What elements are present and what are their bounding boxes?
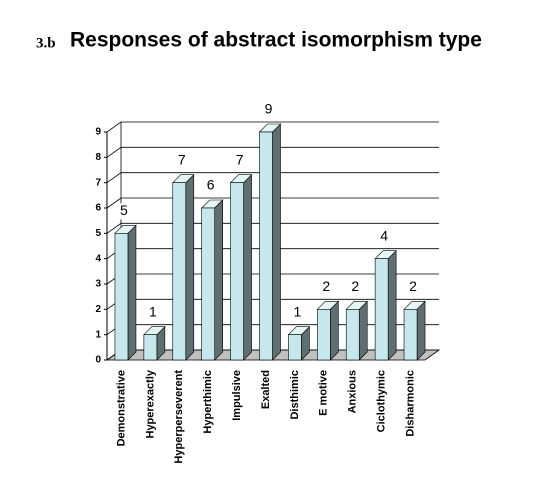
x-tick-label: Hyperperseverent: [173, 370, 185, 464]
value-label-bg: [377, 228, 391, 245]
bar-side: [185, 173, 195, 361]
y-tick-label: 8: [95, 152, 101, 163]
value-label: 1: [149, 303, 157, 319]
y-tick-label: 9: [95, 127, 101, 138]
x-tick-label: Demonstrative: [115, 370, 127, 446]
bar-side: [330, 300, 339, 361]
x-tick-label: Disthimic: [289, 370, 301, 420]
y-tick-label: 4: [95, 253, 101, 264]
value-label: 2: [351, 278, 359, 294]
value-label-bg: [117, 203, 131, 220]
x-tick-label: Hyperthimic: [202, 370, 214, 434]
bar-side: [358, 300, 368, 361]
y-tick-label: 3: [95, 279, 101, 290]
value-label: 7: [236, 151, 244, 167]
bar: [317, 309, 331, 361]
y-tick-label: 5: [95, 228, 101, 239]
x-tick-label: Ciclothymic: [376, 370, 388, 432]
value-label-bg: [406, 279, 420, 296]
y-tick-label: 2: [95, 304, 101, 315]
x-tick-label: E motive: [318, 370, 330, 416]
y-tick-label: 0: [95, 355, 101, 366]
figure-number: 3.b: [36, 35, 56, 51]
x-tick-label: Impulsive: [231, 370, 243, 421]
x-tick-label: Disharmonic: [404, 370, 416, 437]
bar: [201, 207, 215, 361]
value-label-bg: [290, 304, 304, 321]
x-tick-label: Hyperexactly: [144, 369, 156, 438]
bar: [230, 182, 244, 361]
bar-side: [416, 300, 426, 361]
value-label: 9: [265, 101, 273, 117]
value-label-bg: [319, 279, 333, 296]
x-tick-label: Exalted: [260, 370, 272, 409]
grid-line: [106, 197, 439, 209]
value-label: 7: [178, 151, 186, 167]
bar: [374, 258, 389, 361]
grid-line: [106, 222, 439, 234]
bar: [143, 334, 158, 361]
value-label-bg: [146, 304, 160, 321]
y-tick-label: 1: [95, 329, 101, 340]
value-label: 4: [380, 227, 388, 243]
bar: [172, 182, 187, 361]
bar: [345, 309, 360, 361]
bar-side: [127, 224, 137, 361]
bar: [114, 233, 129, 361]
grid-line: [106, 121, 439, 133]
bar-side: [272, 123, 281, 361]
value-label: 5: [120, 202, 128, 218]
bar-side: [214, 199, 223, 361]
value-label-bg: [348, 279, 362, 296]
grid-line: [106, 146, 439, 158]
bar: [288, 334, 302, 361]
value-label-bg: [262, 102, 275, 118]
value-label-bg: [204, 178, 218, 194]
grid-line: [106, 172, 439, 183]
y-tick-label: 6: [95, 203, 101, 214]
value-label: 1: [294, 303, 302, 319]
bar-side: [243, 173, 252, 361]
bar-side: [387, 249, 397, 361]
bar: [403, 309, 418, 361]
value-label: 2: [409, 278, 417, 294]
value-label: 2: [322, 278, 330, 294]
value-label: 6: [207, 177, 215, 193]
chart-title: Responses of abstract isomorphism type: [70, 29, 482, 52]
value-label-bg: [233, 152, 247, 169]
x-tick-label: Anxious: [347, 370, 359, 413]
y-tick-label: 7: [95, 177, 101, 188]
value-label-bg: [175, 152, 189, 169]
bar: [259, 131, 273, 361]
